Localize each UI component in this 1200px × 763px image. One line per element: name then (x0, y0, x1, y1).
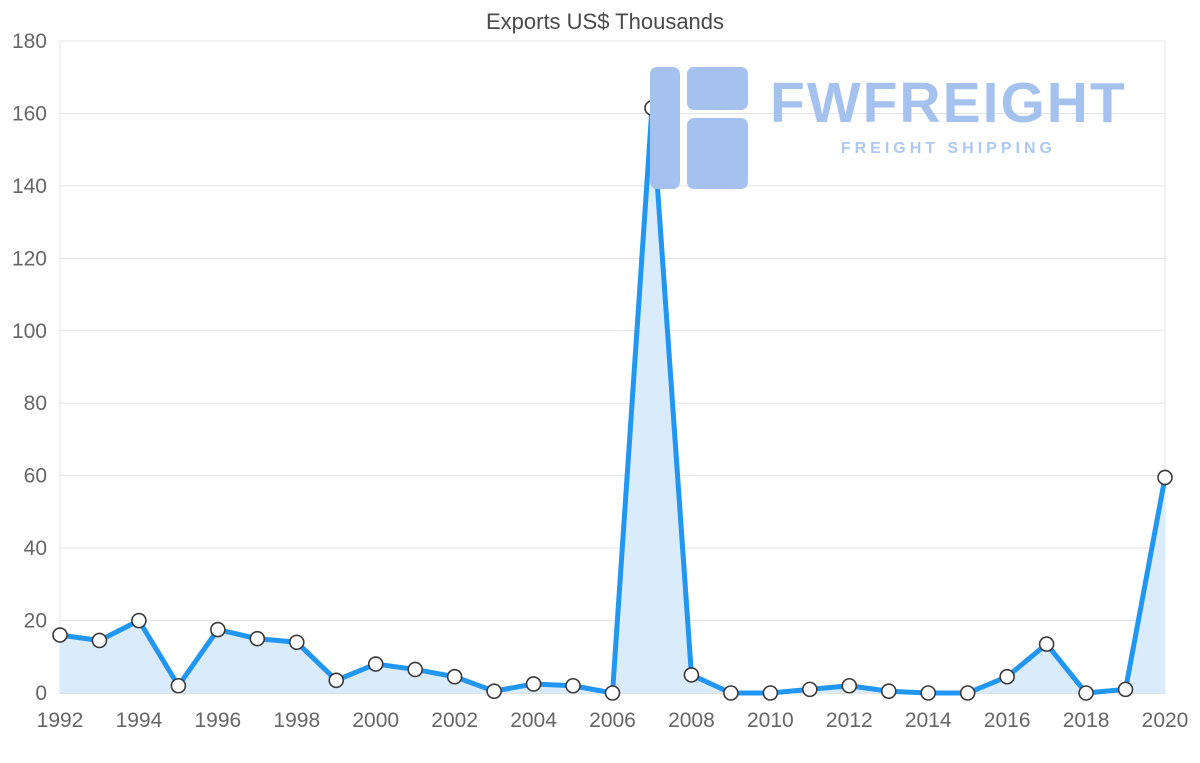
x-axis-tick-label: 2016 (984, 709, 1031, 732)
data-point-marker (723, 685, 739, 701)
data-point-marker (880, 683, 897, 699)
data-point-marker (762, 685, 779, 701)
x-axis-tick-label: 2018 (1063, 709, 1110, 732)
data-point-marker (920, 685, 937, 701)
data-point-marker (644, 100, 660, 116)
data-point-marker (525, 676, 542, 692)
data-point-marker (1038, 636, 1055, 652)
x-axis-tick-label: 1998 (273, 709, 320, 732)
data-point-marker (683, 667, 700, 683)
y-axis-tick-label: 160 (12, 102, 47, 125)
data-point-marker (210, 621, 226, 638)
x-axis-tick-label: 2002 (431, 709, 478, 732)
y-axis-tick-label: 120 (12, 247, 47, 270)
data-point-marker (288, 634, 305, 651)
y-axis-tick-label: 40 (24, 537, 47, 560)
data-point-marker (486, 683, 502, 699)
y-axis-tick-label: 20 (24, 610, 47, 633)
data-point-marker (131, 612, 147, 629)
x-axis-tick-label: 2004 (510, 709, 557, 732)
y-axis-tick-label: 80 (24, 392, 47, 415)
series-area (60, 108, 1165, 693)
data-point-marker (367, 656, 384, 672)
x-axis-tick-label: 2010 (747, 709, 794, 732)
data-point-marker (959, 685, 976, 701)
x-axis-tick-label: 2020 (1142, 709, 1189, 732)
data-point-marker (91, 632, 108, 649)
x-axis-tick-label: 2012 (826, 709, 873, 732)
y-axis-tick-label: 180 (12, 30, 47, 53)
data-point-marker (446, 668, 463, 685)
x-axis-tick-label: 2000 (352, 709, 399, 732)
x-axis-tick-label: 1994 (116, 709, 163, 732)
data-point-marker (841, 677, 858, 694)
data-point-marker (407, 661, 423, 678)
data-point-marker (802, 681, 818, 698)
data-point-marker (249, 630, 266, 647)
x-axis-tick-label: 2014 (905, 709, 952, 732)
x-axis-tick-label: 1992 (37, 709, 84, 732)
y-axis-tick-label: 100 (12, 320, 47, 343)
y-axis-tick-label: 60 (24, 465, 47, 488)
y-axis-tick-label: 0 (35, 682, 47, 705)
data-point-marker (1117, 681, 1134, 698)
y-axis-tick-label: 140 (12, 175, 47, 198)
data-point-marker (328, 672, 345, 689)
chart-title: Exports US$ Thousands (485, 9, 725, 34)
data-point-marker (52, 627, 68, 643)
data-point-marker (1157, 469, 1173, 486)
data-point-marker (999, 668, 1015, 685)
data-point-marker (170, 677, 187, 694)
data-point-marker (1078, 685, 1094, 701)
data-point-marker (604, 685, 621, 701)
data-point-marker (565, 677, 581, 694)
series-line (57, 105, 1168, 696)
x-axis-tick-label: 2008 (668, 709, 715, 732)
x-axis-tick-label: 1996 (194, 709, 241, 732)
x-axis-tick-label: 2006 (589, 709, 636, 732)
